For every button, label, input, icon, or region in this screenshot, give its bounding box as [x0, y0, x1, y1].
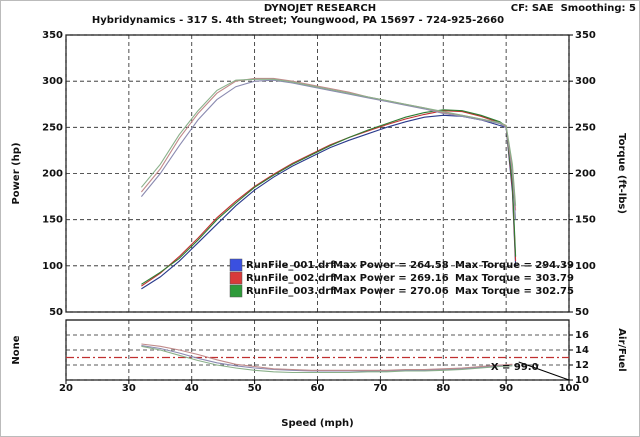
y-tick-label: 250 — [42, 122, 63, 133]
x-tick-label: 20 — [59, 383, 73, 394]
legend-file: RunFile_003.drf — [246, 286, 335, 297]
legend-file: RunFile_001.drf — [246, 260, 335, 271]
cursor-label: X = 99.0 — [491, 362, 539, 373]
y2-tick-label: 12 — [575, 360, 589, 371]
y2-tick-label: 150 — [575, 215, 596, 226]
x-tick-label: 80 — [436, 383, 450, 394]
legend-swatch — [229, 284, 243, 298]
plot-frame — [65, 34, 570, 313]
y-axis-label: None — [11, 335, 22, 364]
x-tick-label: 70 — [373, 383, 387, 394]
y2-tick-label: 300 — [575, 76, 596, 87]
x-tick-label: 40 — [185, 383, 199, 394]
chart-title: DYNOJET RESEARCH — [264, 3, 376, 14]
chart-subtitle: Hybridynamics - 317 S. 4th Street; Young… — [92, 15, 504, 26]
y-tick-label: 350 — [42, 30, 63, 41]
y-tick-label: 100 — [42, 261, 63, 272]
y-axis-label: Power (hp) — [11, 142, 22, 204]
y2-tick-label: 200 — [575, 169, 596, 180]
series-line — [141, 109, 517, 285]
y2-tick-label: 10 — [575, 375, 589, 386]
y2-tick-label: 16 — [575, 330, 589, 341]
y-tick-label: 300 — [42, 76, 63, 87]
series-line — [141, 114, 517, 290]
legend-swatch — [229, 271, 243, 285]
y2-tick-label: 350 — [575, 30, 596, 41]
y2-tick-label: 14 — [575, 345, 589, 356]
series-line — [140, 78, 517, 206]
legend-torque: Max Torque = 303.79 — [455, 273, 574, 284]
y2-axis-label: Torque (ft-lbs) — [616, 133, 627, 214]
series-line — [141, 344, 513, 372]
legend-file: RunFile_002.drf — [246, 273, 335, 284]
legend-power: Max Power = 264.58 — [333, 260, 449, 271]
y2-axis-label: Air/Fuel — [616, 328, 627, 371]
legend-torque: Max Torque = 302.75 — [455, 286, 574, 297]
legend-power: Max Power = 269.16 — [333, 273, 449, 284]
legend-torque: Max Torque = 294.39 — [455, 260, 574, 271]
y-tick-label: 200 — [42, 169, 63, 180]
legend-power: Max Power = 270.06 — [333, 286, 449, 297]
y-tick-label: 50 — [49, 307, 63, 318]
y-tick-label: 150 — [42, 215, 63, 226]
y2-tick-label: 250 — [575, 122, 596, 133]
x-tick-label: 30 — [122, 383, 136, 394]
series-line — [141, 343, 513, 371]
x-axis-label: Speed (mph) — [281, 418, 353, 429]
series-line — [140, 79, 517, 220]
x-tick-label: 90 — [499, 383, 513, 394]
y2-tick-label: 50 — [575, 307, 589, 318]
y2-tick-label: 100 — [575, 261, 596, 272]
x-tick-label: 60 — [311, 383, 325, 394]
settings-label: CF: SAE Smoothing: 5 — [511, 3, 636, 14]
cursor-line — [518, 361, 570, 381]
series-line — [141, 345, 513, 374]
legend-swatch — [229, 258, 243, 272]
x-tick-label: 50 — [248, 383, 262, 394]
x-tick-label: 100 — [559, 383, 580, 394]
